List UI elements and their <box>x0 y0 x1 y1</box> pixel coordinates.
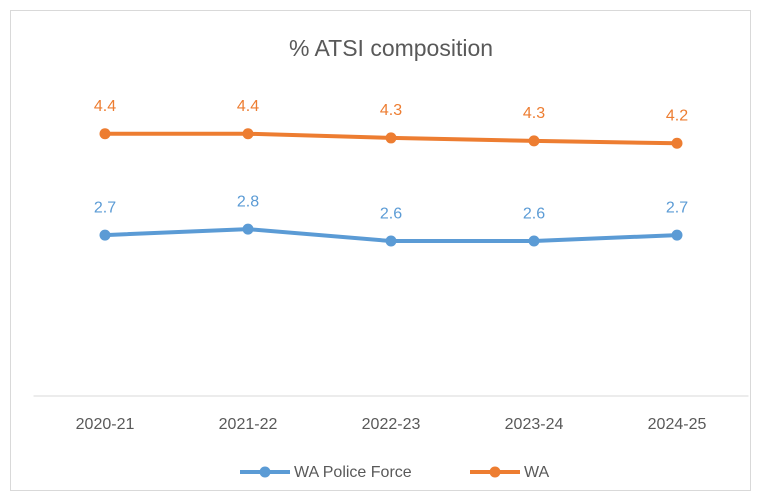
x-tick-label: 2024-25 <box>648 416 707 433</box>
data-label: 2.8 <box>237 193 259 210</box>
data-point <box>99 128 111 140</box>
data-point <box>528 135 540 147</box>
data-point <box>671 229 683 241</box>
data-label: 4.3 <box>380 102 402 119</box>
legend-label: WA Police Force <box>294 464 412 481</box>
data-label: 4.3 <box>523 105 545 122</box>
data-label: 4.4 <box>237 98 259 115</box>
data-point <box>671 137 683 149</box>
data-label: 2.7 <box>666 199 688 216</box>
data-point <box>528 235 540 247</box>
data-point <box>242 223 254 235</box>
legend-marker <box>259 466 271 478</box>
data-label: 4.2 <box>666 108 688 125</box>
chart-border <box>10 10 751 491</box>
chart-title: % ATSI composition <box>289 35 493 61</box>
legend-label: WA <box>524 464 550 481</box>
data-point <box>385 235 397 247</box>
x-tick-label: 2022-23 <box>362 416 421 433</box>
x-tick-label: 2023-24 <box>505 416 564 433</box>
data-point <box>385 132 397 144</box>
data-label: 2.6 <box>523 205 545 222</box>
data-point <box>99 229 111 241</box>
legend-marker <box>489 466 501 478</box>
data-point <box>242 128 254 140</box>
data-label: 2.6 <box>380 205 402 222</box>
data-label: 2.7 <box>94 199 116 216</box>
data-label: 4.4 <box>94 98 116 115</box>
x-tick-label: 2020-21 <box>76 416 135 433</box>
x-tick-label: 2021-22 <box>219 416 278 433</box>
